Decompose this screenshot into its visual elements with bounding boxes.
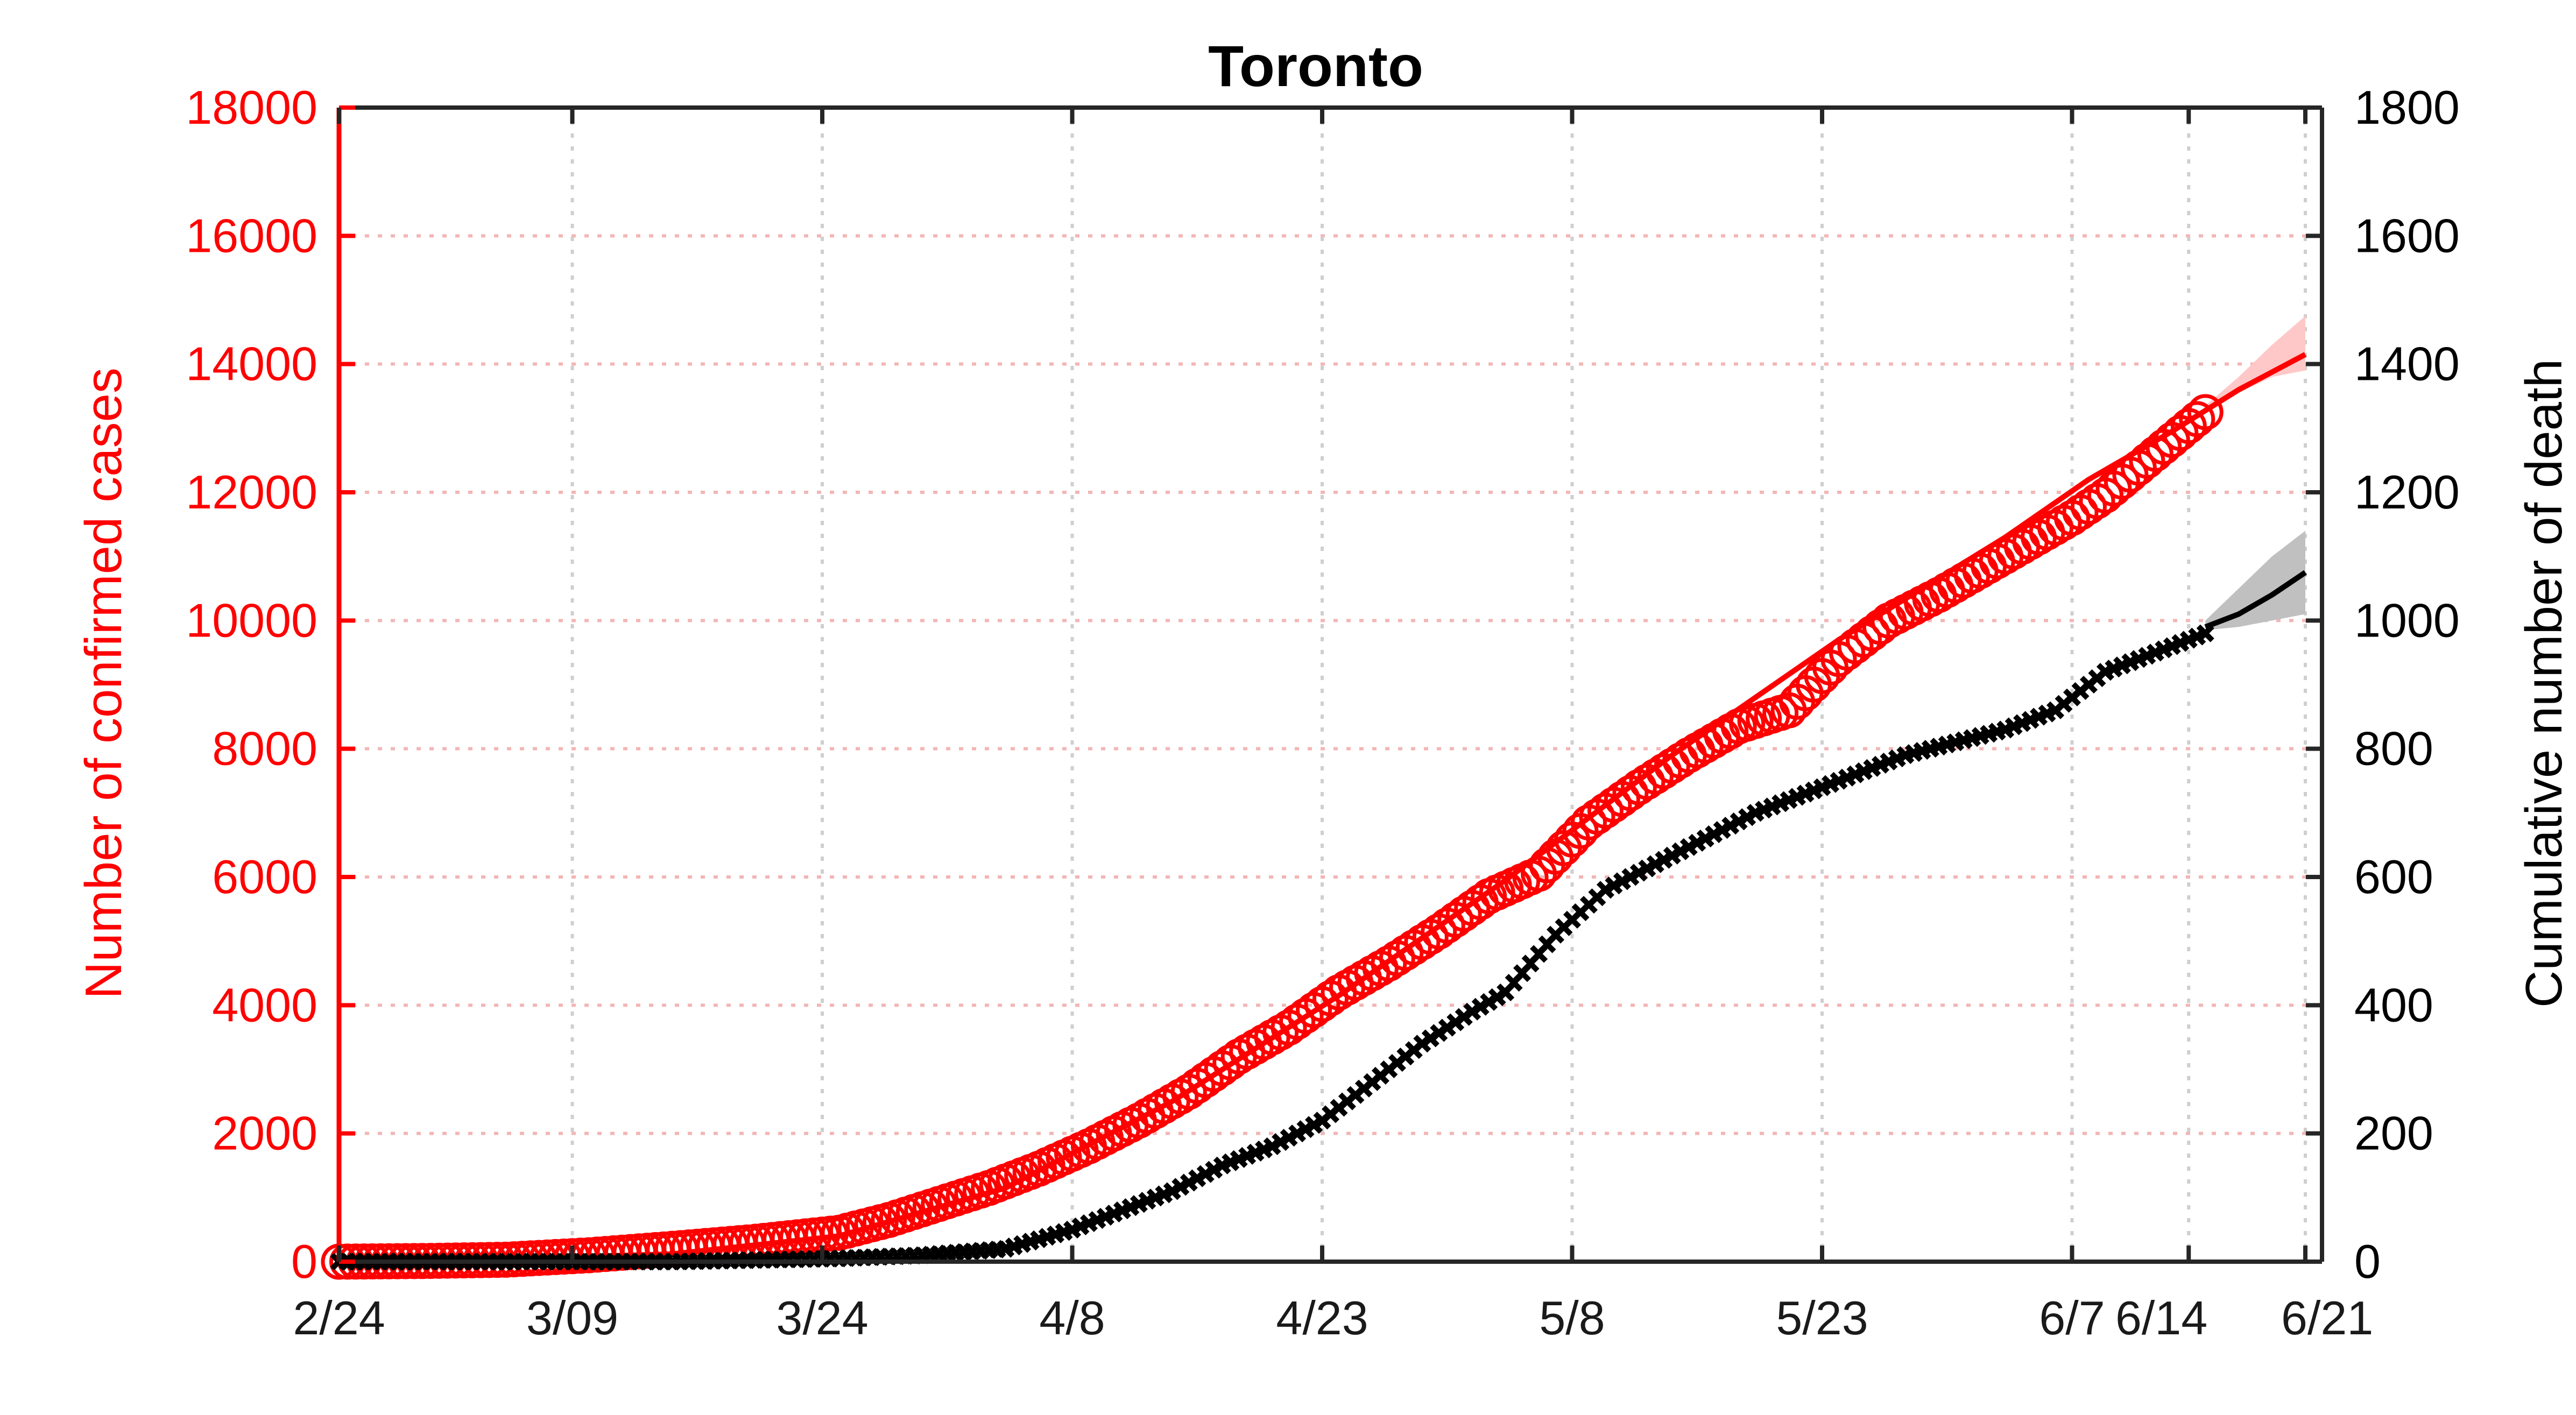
y-left-tick-label: 10000 [186,593,317,647]
confidence-band-right [2205,530,2306,631]
x-tick-label: 4/23 [1276,1291,1368,1345]
y-right-tick-label: 1400 [2354,337,2460,391]
y-left-tick-label: 8000 [212,722,317,775]
x-tick-label: 3/24 [776,1291,868,1345]
x-tick-label: 3/09 [526,1291,618,1345]
y-right-tick-label: 200 [2354,1107,2433,1160]
confidence-band-layer [2205,316,2306,631]
y-left-tick-label: 16000 [186,209,317,262]
x-tick-label: 6/7 [2039,1291,2105,1345]
y-left-tick-label: 18000 [186,81,317,134]
y-right-tick-label: 1600 [2354,209,2460,262]
y-axis-right-label: Cumulative number of death [2515,359,2573,1008]
x-tick-label: 5/8 [1539,1291,1605,1345]
x-tick-label: 6/14 [2115,1291,2207,1345]
y-right-tick-label: 1200 [2354,465,2460,519]
death-marker [2196,624,2214,642]
cases-marker [2187,394,2224,430]
cases-marker [2179,401,2215,437]
x-tick-label: 5/23 [1776,1291,1868,1345]
y-left-tick-label: 4000 [212,978,317,1031]
death-marker-stroke [2196,624,2214,642]
y-left-tick-label: 12000 [186,465,317,519]
confidence-band-left [2205,316,2306,413]
fit-line-right [2204,570,2307,629]
x-tick-label: 2/24 [293,1291,385,1345]
label-layer: Toronto Number of confirmed cases Cumula… [75,33,2573,1008]
y-right-tick-label: 0 [2354,1235,2381,1288]
y-right-tick-label: 400 [2354,978,2433,1031]
chart-title: Toronto [1208,33,1423,98]
x-tick-label: 6/21 [2281,1291,2373,1345]
y-axis-left-label: Number of confirmed cases [75,367,132,999]
y-left-tick-label: 2000 [212,1107,317,1160]
axes-layer: 0200040006000800010000120001400016000180… [186,81,2459,1345]
y-right-tick-label: 1800 [2354,81,2460,134]
y-left-tick-label: 0 [291,1235,317,1288]
y-right-tick-label: 800 [2354,722,2433,775]
y-right-tick-label: 600 [2354,850,2433,903]
y-left-tick-label: 6000 [212,850,317,903]
cases-marker [1712,713,1749,749]
y-right-tick-label: 1000 [2354,593,2460,647]
x-tick-label: 4/8 [1039,1291,1105,1345]
y-left-tick-label: 14000 [186,337,317,391]
